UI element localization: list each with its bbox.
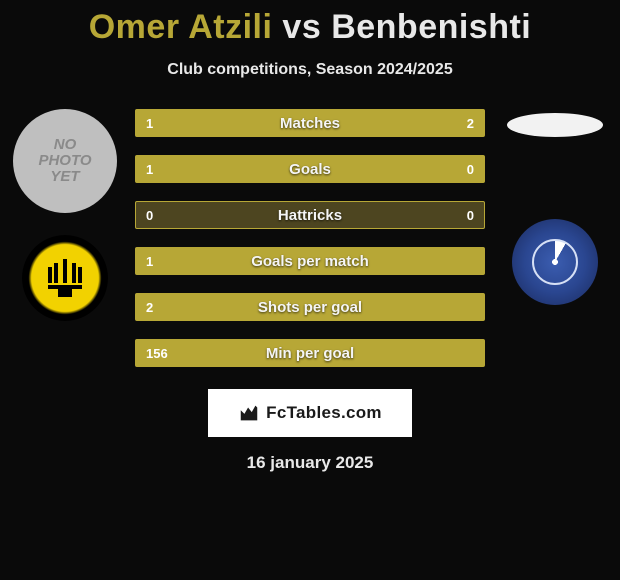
stat-value-left: 2 xyxy=(146,294,153,320)
player1-name: Omer Atzili xyxy=(89,8,273,46)
stat-value-left: 0 xyxy=(146,202,153,228)
stat-label: Goals per match xyxy=(136,248,484,274)
subtitle: Club competitions, Season 2024/2025 xyxy=(0,61,620,79)
no-photo-label: NO PHOTO YET xyxy=(38,137,91,184)
stat-row: Goals per match1 xyxy=(135,247,485,275)
stat-value-left: 1 xyxy=(146,248,153,274)
stat-value-left: 1 xyxy=(146,110,153,136)
stat-row: Hattricks0 0 xyxy=(135,201,485,229)
stat-label: Min per goal xyxy=(136,340,484,366)
stat-label: Hattricks xyxy=(136,202,484,228)
player2-club-badge-icon xyxy=(512,219,598,305)
stat-row: Min per goal156 xyxy=(135,339,485,367)
left-column: NO PHOTO YET xyxy=(6,109,124,321)
date-label: 16 january 2025 xyxy=(0,453,620,473)
stat-value-right: 0 xyxy=(467,156,474,182)
fctables-logo-icon xyxy=(238,402,260,424)
stat-value-left: 1 xyxy=(146,156,153,182)
vs-label: vs xyxy=(282,8,321,46)
branding-text: FcTables.com xyxy=(266,403,382,423)
player1-photo-placeholder: NO PHOTO YET xyxy=(13,109,117,213)
player2-photo-placeholder xyxy=(507,113,603,137)
content-area: NO PHOTO YET Matches12Goals10Hattricks00… xyxy=(0,109,620,367)
stat-row: Shots per goal2 xyxy=(135,293,485,321)
branding-box[interactable]: FcTables.com xyxy=(208,389,412,437)
stat-row: Goals1 0 xyxy=(135,155,485,183)
player1-club-badge-icon xyxy=(22,235,108,321)
stat-label: Goals xyxy=(136,156,484,182)
stat-value-right: 0 xyxy=(467,202,474,228)
stat-value-left: 156 xyxy=(146,340,168,366)
stat-label: Shots per goal xyxy=(136,294,484,320)
right-column xyxy=(496,109,614,305)
stat-row: Matches1 2 xyxy=(135,109,485,137)
player2-name: Benbenishti xyxy=(331,8,531,46)
stat-value-right: 2 xyxy=(467,110,474,136)
stat-bars-container: Matches12Goals10Hattricks00Goals per mat… xyxy=(135,109,485,367)
stat-label: Matches xyxy=(136,110,484,136)
comparison-title: Omer Atzili vs Benbenishti xyxy=(0,0,620,47)
